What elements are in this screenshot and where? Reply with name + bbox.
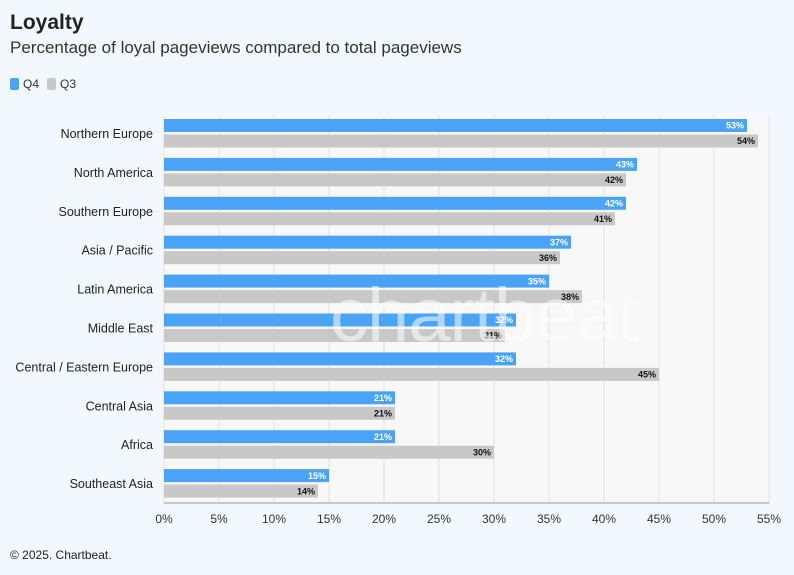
bar-q3 [164, 484, 318, 498]
category-label: Northern Europe [61, 127, 153, 141]
bar-q4 [164, 391, 395, 405]
bar-q3 [164, 445, 494, 459]
x-tick-label: 5% [210, 512, 228, 526]
data-label: 54% [737, 136, 755, 146]
bar-q4 [164, 313, 516, 327]
bar-q4 [164, 119, 747, 132]
bar-q3 [164, 290, 582, 304]
data-label: 42% [605, 175, 623, 185]
data-label: 30% [473, 447, 491, 457]
category-label: Africa [121, 438, 153, 452]
legend-item-q3[interactable]: Q3 [47, 77, 76, 91]
data-label: 31% [484, 331, 502, 341]
legend-item-q4[interactable]: Q4 [10, 77, 39, 91]
bar-q3 [164, 134, 758, 148]
bar-q4 [164, 430, 395, 444]
bar-q3 [164, 367, 659, 381]
x-tick-label: 0% [155, 512, 173, 526]
x-tick-label: 15% [317, 512, 341, 526]
category-label: Southern Europe [58, 205, 153, 219]
data-label: 32% [495, 354, 513, 364]
data-label: 35% [528, 276, 546, 286]
x-tick-label: 20% [372, 512, 396, 526]
bar-q4 [164, 157, 637, 171]
data-label: 38% [561, 292, 579, 302]
bar-q4 [164, 274, 549, 288]
data-label: 53% [726, 121, 744, 131]
data-label: 21% [374, 393, 392, 403]
data-label: 14% [297, 486, 315, 496]
category-label: North America [74, 166, 153, 180]
bar-q4 [164, 196, 626, 210]
legend-label-q4: Q4 [23, 77, 40, 91]
legend: Q4 Q3 [10, 77, 76, 91]
bar-q4 [164, 235, 571, 249]
bar-q3 [164, 251, 560, 265]
category-label: Latin America [77, 283, 153, 297]
bar-q3 [164, 406, 395, 420]
bar-q4 [164, 469, 329, 483]
data-label: 36% [539, 253, 557, 263]
chart-title: Loyalty [10, 11, 84, 34]
data-label: 41% [594, 214, 612, 224]
data-label: 32% [495, 315, 513, 325]
bar-q3 [164, 329, 505, 342]
category-label: Central / Eastern Europe [15, 360, 153, 374]
data-label: 21% [374, 409, 392, 419]
bar-q3 [164, 173, 626, 187]
copyright-footer: © 2025. Chartbeat. [10, 548, 112, 562]
x-tick-label: 50% [702, 512, 726, 526]
legend-swatch-q3 [47, 78, 57, 90]
bar-q3 [164, 212, 615, 226]
x-tick-label: 45% [647, 512, 671, 526]
legend-label-q3: Q3 [60, 77, 77, 91]
x-tick-label: 55% [757, 512, 781, 526]
category-label: Asia / Pacific [81, 244, 153, 258]
x-tick-label: 30% [482, 512, 506, 526]
data-label: 15% [308, 471, 326, 481]
data-label: 42% [605, 199, 623, 209]
data-label: 21% [374, 432, 392, 442]
x-tick-label: 25% [427, 512, 451, 526]
data-label: 43% [616, 160, 634, 170]
category-label: Middle East [88, 322, 154, 336]
data-label: 45% [638, 370, 656, 380]
category-label: Southeast Asia [70, 477, 153, 491]
x-tick-label: 10% [262, 512, 286, 526]
chart-subtitle: Percentage of loyal pageviews compared t… [10, 38, 462, 57]
x-tick-label: 40% [592, 512, 616, 526]
category-label: Central Asia [86, 399, 153, 413]
legend-swatch-q4 [10, 78, 19, 90]
data-label: 37% [550, 237, 568, 247]
x-tick-label: 35% [537, 512, 561, 526]
bar-q4 [164, 352, 516, 366]
